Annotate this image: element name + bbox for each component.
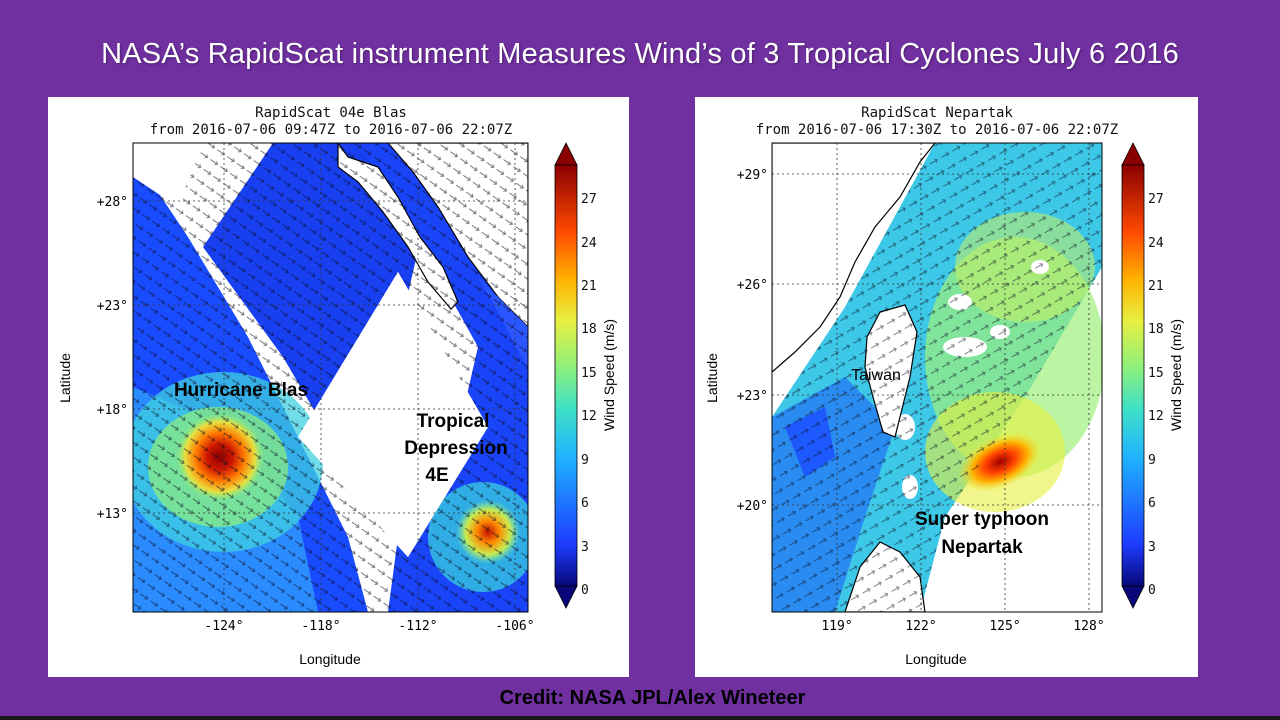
blas-lat-tick: +28° — [97, 195, 128, 210]
blas-gridlines — [133, 143, 528, 612]
colorbar-tick: 24 — [1148, 236, 1164, 251]
td-4e-label-line3: 4E — [425, 465, 448, 486]
colorbar-tick: 18 — [1148, 322, 1164, 337]
blas-map-panel: RapidScat 04e Blas from 2016-07-06 09:47… — [48, 97, 629, 677]
colorbar-tick: 12 — [1148, 409, 1164, 424]
nepartak-lon-tick: 122° — [905, 619, 936, 634]
blas-colorbar — [554, 142, 578, 609]
slide-title: NASA’s RapidScat instrument Measures Win… — [101, 38, 1179, 70]
colorbar-tick: 0 — [581, 583, 589, 598]
nepartak-lon-tick: 125° — [989, 619, 1020, 634]
nepartak-lat-tick: +23° — [737, 389, 768, 404]
hurricane-blas-label: Hurricane Blas — [174, 380, 308, 401]
nepartak-map-frame — [771, 142, 1103, 613]
colorbar-tick: 3 — [1148, 540, 1156, 555]
colorbar-label: Wind Speed (m/s) — [1168, 319, 1184, 431]
nepartak-y-axis-label: Latitude — [704, 353, 720, 403]
nepartak-map-title: RapidScat Nepartak — [861, 105, 1013, 121]
nepartak-lon-tick: 128° — [1073, 619, 1104, 634]
colorbar-tick: 21 — [1148, 279, 1164, 294]
blas-lon-tick: -118° — [301, 619, 340, 634]
nepartak-lat-tick: +26° — [737, 278, 768, 293]
nepartak-x-axis-label: Longitude — [905, 651, 967, 667]
nepartak-lat-tick: +20° — [737, 499, 768, 514]
colorbar-tick: 3 — [581, 540, 589, 555]
nepartak-map-subtitle: from 2016-07-06 17:30Z to 2016-07-06 22:… — [756, 122, 1118, 138]
blas-lat-tick: +13° — [97, 507, 128, 522]
nepartak-colorbar — [1121, 142, 1145, 609]
nepartak-lat-tick: +29° — [737, 168, 768, 183]
blas-lon-tick: -124° — [204, 619, 243, 634]
td-4e-label-line2: Depression — [404, 438, 507, 459]
colorbar-tick: 12 — [581, 409, 597, 424]
nepartak-gridlines — [772, 143, 1102, 612]
blas-x-axis-label: Longitude — [299, 651, 361, 667]
blas-lat-tick: +23° — [97, 299, 128, 314]
blas-lat-tick: +18° — [97, 403, 128, 418]
colorbar-tick: 27 — [581, 192, 597, 207]
blas-map-title: RapidScat 04e Blas — [255, 105, 407, 121]
blas-map-frame — [132, 142, 529, 613]
nepartak-map-panel: RapidScat Nepartak from 2016-07-06 17:30… — [695, 97, 1198, 677]
colorbar-tick: 21 — [581, 279, 597, 294]
colorbar-tick: 6 — [1148, 496, 1156, 511]
colorbar-tick: 18 — [581, 322, 597, 337]
colorbar-tick: 15 — [581, 366, 597, 381]
colorbar-tick: 9 — [1148, 453, 1156, 468]
colorbar-tick: 9 — [581, 453, 589, 468]
blas-map-figure: RapidScat 04e Blas from 2016-07-06 09:47… — [57, 105, 617, 667]
nepartak-wind-field — [772, 143, 1102, 612]
image-credit: Credit: NASA JPL/Alex Wineteer — [499, 687, 806, 709]
bottom-divider — [0, 716, 1280, 720]
super-typhoon-label-line2: Nepartak — [941, 537, 1023, 558]
nepartak-lon-tick: 119° — [821, 619, 852, 634]
blas-y-axis-label: Latitude — [57, 353, 73, 403]
colorbar-label: Wind Speed (m/s) — [601, 319, 617, 431]
nepartak-map-figure: RapidScat Nepartak from 2016-07-06 17:30… — [704, 105, 1184, 667]
blas-wind-field — [133, 143, 528, 612]
colorbar-tick: 27 — [1148, 192, 1164, 207]
blas-lon-tick: -112° — [398, 619, 437, 634]
taiwan-label: Taiwan — [851, 367, 901, 384]
blas-map-subtitle: from 2016-07-06 09:47Z to 2016-07-06 22:… — [150, 122, 512, 138]
blas-lon-tick: -106° — [495, 619, 534, 634]
super-typhoon-label-line1: Super typhoon — [915, 509, 1049, 530]
colorbar-tick: 15 — [1148, 366, 1164, 381]
colorbar-tick: 6 — [581, 496, 589, 511]
colorbar-tick: 24 — [581, 236, 597, 251]
td-4e-label-line1: Tropical — [417, 411, 490, 432]
colorbar-tick: 0 — [1148, 583, 1156, 598]
